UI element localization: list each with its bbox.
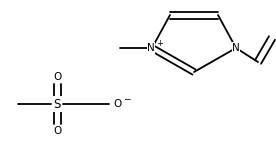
Text: +: +	[156, 38, 163, 47]
Text: N: N	[232, 43, 240, 53]
Text: O: O	[113, 99, 121, 109]
Text: N: N	[147, 43, 155, 53]
Text: −: −	[123, 95, 131, 104]
Text: O: O	[53, 126, 61, 136]
Text: S: S	[53, 97, 61, 111]
Text: O: O	[53, 72, 61, 82]
